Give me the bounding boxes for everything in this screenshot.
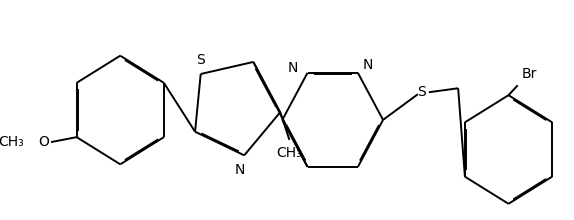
Text: CH₃: CH₃ (0, 135, 24, 149)
Text: Br: Br (521, 67, 537, 81)
Text: N: N (362, 58, 373, 72)
Text: CH₃: CH₃ (277, 146, 302, 160)
Text: S: S (417, 85, 426, 99)
Text: O: O (38, 135, 49, 149)
Text: N: N (234, 163, 245, 177)
Text: S: S (196, 53, 205, 67)
Text: N: N (288, 61, 298, 75)
